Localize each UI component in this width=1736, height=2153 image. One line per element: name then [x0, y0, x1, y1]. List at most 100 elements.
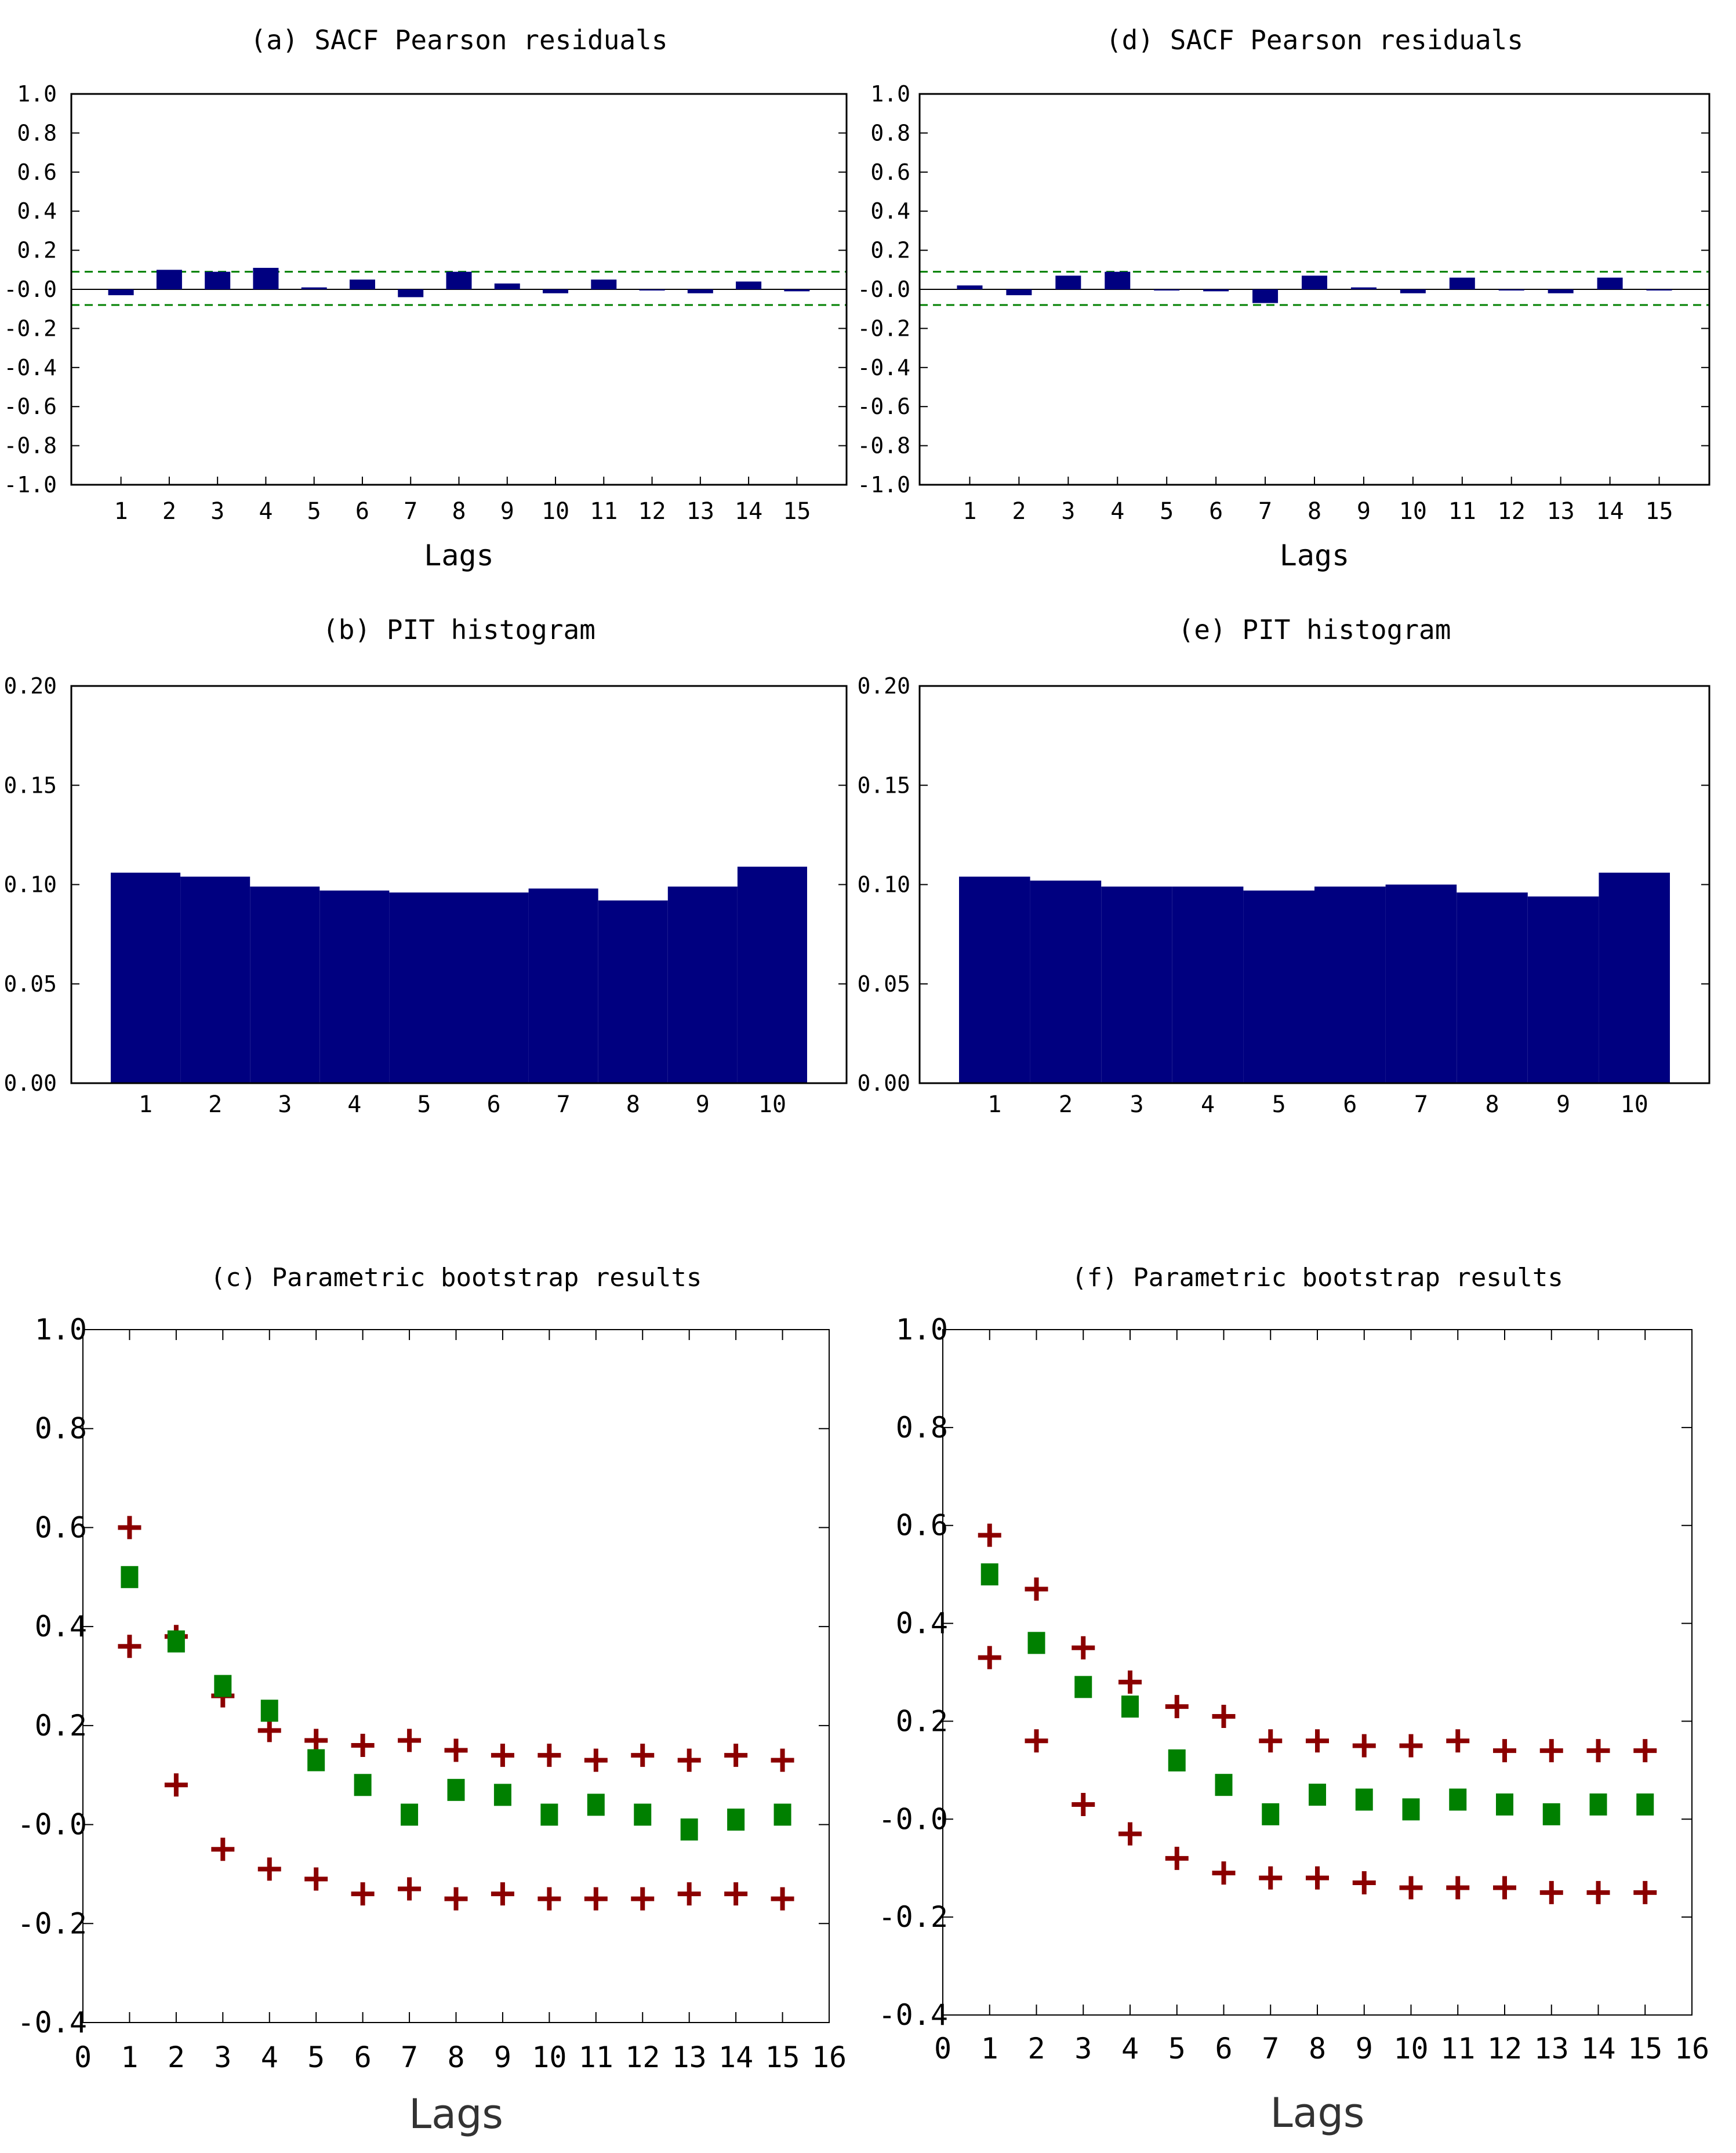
y-tick-label: -0.0	[857, 277, 910, 302]
x-tick-label: 2	[1012, 498, 1026, 525]
y-tick-label: 0.8	[896, 1411, 948, 1444]
bar	[1154, 289, 1180, 291]
x-tick-label: 0	[74, 2041, 92, 2074]
bar	[398, 289, 424, 297]
x-tick-label: 12	[1487, 2032, 1522, 2065]
y-tick-label: 0.10	[857, 872, 910, 898]
x-tick-label: 7	[401, 2041, 418, 2074]
x-tick-label: 12	[638, 498, 666, 525]
lower-bound-marker	[631, 1887, 655, 1911]
y-tick-label: 0.8	[35, 1412, 87, 1446]
sample-acf-point	[1168, 1749, 1186, 1771]
y-tick-label: -0.8	[3, 433, 57, 459]
panel-title: (a) SACF Pearson residuals	[250, 24, 667, 56]
x-tick-label: 5	[307, 498, 321, 525]
lower-bound-marker	[1259, 1866, 1283, 1890]
x-tick-label: 14	[1581, 2032, 1615, 2065]
x-tick-label: 12	[1498, 498, 1526, 525]
lower-bound-marker	[1633, 1880, 1657, 1904]
upper-bound-marker	[724, 1744, 748, 1767]
upper-bound-marker	[398, 1729, 422, 1752]
y-tick-label: 0.05	[857, 971, 910, 997]
y-tick-label: 1.0	[896, 1313, 948, 1346]
x-tick-label: 9	[500, 498, 514, 525]
lower-bound-marker	[978, 1646, 1001, 1669]
bar	[319, 890, 390, 1083]
bar	[250, 886, 320, 1083]
x-tick-label: 10	[1393, 2032, 1428, 2065]
bar	[459, 892, 529, 1083]
lower-bound-marker	[1072, 1792, 1095, 1816]
x-tick-label: 10	[542, 498, 569, 525]
lower-bound-marker	[1352, 1871, 1376, 1895]
bar	[687, 289, 713, 293]
bar	[784, 289, 810, 292]
bar	[1314, 886, 1386, 1083]
y-tick-label: -0.0	[17, 1808, 87, 1842]
x-tick-label: 3	[1061, 498, 1075, 525]
x-tick-label: 5	[417, 1091, 431, 1118]
sample-acf-point	[1542, 1803, 1560, 1825]
lower-bound-marker	[677, 1882, 701, 1906]
panel-a: (a) SACF Pearson residuals 1.0 0.8 0.6 0.4 0.…	[3, 24, 848, 572]
upper-bound-marker	[257, 1719, 281, 1742]
lower-bound-marker	[164, 1773, 188, 1797]
upper-bound-marker	[1446, 1729, 1470, 1753]
x-tick-label: 10	[532, 2041, 566, 2074]
lower-bound-marker	[1025, 1729, 1048, 1753]
x-tick-label: 3	[1074, 2032, 1092, 2065]
sample-acf-point	[587, 1793, 605, 1816]
x-tick-label: 15	[1645, 498, 1673, 525]
x-tick-label: 14	[1596, 498, 1624, 525]
y-tick-label: 0.05	[3, 971, 57, 997]
x-tick-label: 13	[687, 498, 714, 525]
y-tick-label: 1.0	[35, 1313, 87, 1346]
lower-bound-marker	[1118, 1822, 1142, 1846]
x-tick-label: 3	[278, 1091, 292, 1118]
x-tick-label: 10	[758, 1091, 786, 1118]
sample-acf-point	[980, 1563, 998, 1586]
sample-acf-point	[1027, 1632, 1045, 1654]
x-tick-label: 6	[1343, 1091, 1357, 1118]
plot-frame	[918, 685, 1710, 1084]
panel-f: (f) Parametric bootstrap results 1.0 0.8 0.…	[878, 1263, 1710, 2137]
x-tick-label: 5	[1272, 1091, 1286, 1118]
x-tick-label: 8	[452, 498, 466, 525]
x-tick-label: 13	[672, 2041, 707, 2074]
bar	[598, 900, 668, 1083]
lower-bound-marker	[1165, 1846, 1189, 1870]
y-tick-label: 0.4	[35, 1610, 87, 1643]
sample-acf-point	[680, 1818, 698, 1841]
panel-title: (d) SACF Pearson residuals	[1106, 24, 1523, 56]
x-tick-label: 9	[1356, 2032, 1373, 2065]
bar	[494, 283, 520, 289]
bar	[1243, 890, 1314, 1083]
y-tick-label: 0.15	[857, 772, 910, 798]
x-axis-label: Lags	[424, 539, 493, 572]
bar	[667, 886, 738, 1083]
sample-acf-point	[167, 1630, 185, 1653]
bar	[1548, 289, 1574, 293]
x-tick-label: 5	[307, 2041, 325, 2074]
sample-acf-point	[1449, 1788, 1467, 1811]
x-tick-label: 6	[487, 1091, 501, 1118]
bar	[957, 285, 983, 289]
x-tick-label: 1	[114, 498, 128, 525]
lower-bound-marker	[1399, 1876, 1423, 1900]
x-tick-label: 11	[1448, 498, 1476, 525]
bar	[591, 279, 617, 289]
y-tick-label: -0.2	[857, 315, 910, 341]
x-tick-label: 8	[447, 2041, 464, 2074]
lower-bound-marker	[1212, 1861, 1236, 1885]
x-tick-label: 6	[354, 2041, 372, 2074]
x-tick-label: 8	[1309, 2032, 1326, 2065]
y-tick-label: -0.4	[878, 1998, 948, 2032]
x-tick-label: 10	[1399, 498, 1427, 525]
x-tick-label: 2	[208, 1091, 222, 1118]
bar	[1457, 892, 1528, 1083]
sample-acf-point	[354, 1774, 372, 1796]
y-tick-label: 1.0	[17, 81, 57, 107]
bar	[1006, 289, 1032, 296]
bar	[1101, 886, 1172, 1083]
bar	[1252, 289, 1279, 303]
